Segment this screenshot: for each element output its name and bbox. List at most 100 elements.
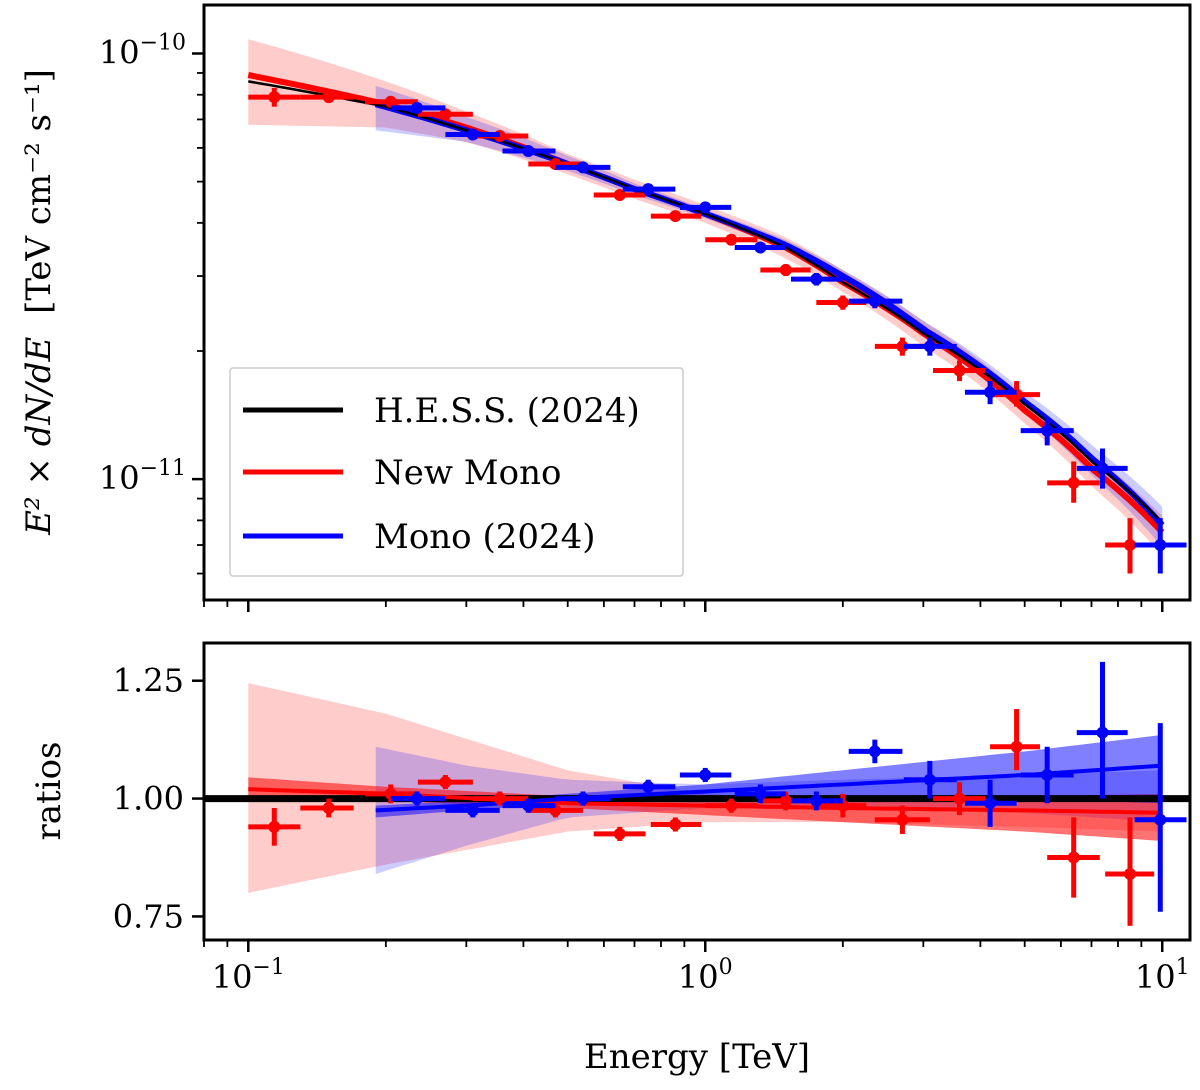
mono-2024-ratio-marker [868,745,881,758]
new-mono-ratio-point-9 [705,798,758,813]
mono-2024-ratio-marker [1041,769,1054,781]
mono-2024-ratio-point-10 [903,760,957,799]
y-tick-label: 1.25 [113,662,184,700]
new-mono-ratio-marker [953,792,966,805]
new-mono-ratio-point-7 [593,826,646,841]
mono-2024-marker [754,241,767,254]
new-mono-marker [322,91,335,104]
mono-2024-point-1 [390,101,446,114]
new-mono-ratio-point-2 [300,798,354,818]
new-mono-marker [836,296,849,309]
new-mono-ratio-marker [322,802,335,814]
mono-2024-marker [1154,539,1167,552]
mono-2024-ratio-point-5 [622,779,676,794]
mono-2024-point-10 [903,337,957,356]
mono-2024-point-9 [848,294,903,309]
new-mono-marker [613,189,626,202]
new-mono-ratio-point-1 [248,808,301,846]
mono-2024-marker [984,386,997,399]
ratios-frame [202,641,1192,942]
new-mono-ratio-point-13 [932,782,986,816]
mono-2024-ratio-marker [411,792,424,805]
mono-2024-point-5 [622,183,676,196]
mono-2024-point-12 [1020,416,1074,446]
new-mono-marker [896,340,909,353]
mono-2024-point-4 [555,161,611,174]
mono-2024-ratio-point-11 [964,779,1017,827]
new-mono-marker [779,263,792,276]
new-mono-ratio-marker [439,776,452,789]
new-mono-ratio-point-14 [990,709,1040,771]
mono-2024-point-11 [964,381,1017,405]
mono-2024-ratio-point-2 [445,803,500,818]
x-tick-label: 101 [1135,955,1190,996]
new-mono-marker [1124,539,1137,552]
mono-2024-ratio-point-9 [848,739,903,764]
new-mono-ratio-band [248,683,1163,893]
ratios-data [204,661,1190,926]
new-mono-ratio-point-8 [650,817,702,832]
new-mono-ratio-marker [613,827,626,840]
mono-2024-ratio-point-3 [502,798,556,813]
new-mono-ratio-point-4 [417,775,473,790]
mono-2024-marker [699,201,712,214]
new-mono-ratio-marker [669,818,682,831]
new-mono-point-8 [650,210,702,223]
mono-2024-marker [1041,424,1054,437]
new-mono-ratio-point-12 [874,805,930,834]
y-tick-label: 1.00 [113,780,184,818]
new-mono-ratio-marker [896,813,909,826]
new-mono-marker [669,210,682,223]
new-mono-ratio-point-5 [472,791,529,806]
legend: H.E.S.S. (2024) New Mono Mono (2024) [229,367,684,577]
spectrum-y-axis-label: E² × dN/dE [TeV cm⁻² s⁻¹] [19,69,59,536]
mono-2024-marker [466,128,479,141]
new-mono-point-11 [816,295,867,310]
y-axis-units: [TeV cm⁻² s⁻¹] [19,69,59,314]
mono-2024-ratio-marker [699,769,712,781]
mono-2024-ratio-marker [1154,813,1167,826]
new-mono-point-10 [760,263,811,277]
legend-label-new-mono: New Mono [374,453,561,493]
new-mono-ratio-inner-band [248,777,1163,841]
mono-2024-marker [642,183,655,196]
new-mono-point-13 [932,360,986,382]
mono-2024-ratio-point-4 [555,791,611,806]
new-mono-point-15 [1047,461,1100,503]
mono-2024-ratio-marker [923,773,936,786]
x-axis-label: Energy [TeV] [584,1037,810,1077]
new-mono-ratio-marker [779,794,792,807]
mono-2024-ratio-point-14 [1134,723,1187,912]
y-tick-label: 0.75 [113,897,184,935]
mono-2024-point-14 [1134,518,1187,574]
mono-2024-ratio-marker [642,780,655,793]
new-mono-point-1 [248,87,301,107]
mono-2024-ratio-point-13 [1076,661,1128,799]
mono-2024-ratio-point-7 [734,784,786,804]
new-mono-marker [439,108,452,121]
mono-2024-ratio-marker [466,804,479,817]
mono-2024-marker [868,295,881,308]
mono-2024-ratio-marker [810,794,823,807]
mono-2024-marker [1096,462,1109,475]
new-mono-point-2 [300,91,354,104]
new-mono-point-9 [705,233,758,246]
new-mono-marker [725,233,738,246]
ratios-panel: 10−1 100 101 0.75 1.00 1.25 [113,641,1192,996]
mono-2024-point-3 [502,145,556,158]
mono-2024-ratio-marker [576,792,589,805]
mono-2024-marker [411,101,424,114]
mono-2024-ratio-point-1 [390,791,446,806]
x-tick-label: 100 [678,955,733,996]
new-mono-marker [953,364,966,377]
x-tick-label: 10−1 [212,955,285,996]
y-tick-label: 10−10 [99,30,186,71]
spectrum-panel: 10−11 10−10 [99,3,1192,612]
spectrum-data [247,39,1187,574]
new-mono-ratio-marker [725,799,738,812]
mono-2024-ratio-point-12 [1020,746,1074,804]
new-mono-point-3 [364,95,418,108]
mono-2024-ratio-marker [754,787,767,800]
spectrum-frame [202,3,1192,602]
